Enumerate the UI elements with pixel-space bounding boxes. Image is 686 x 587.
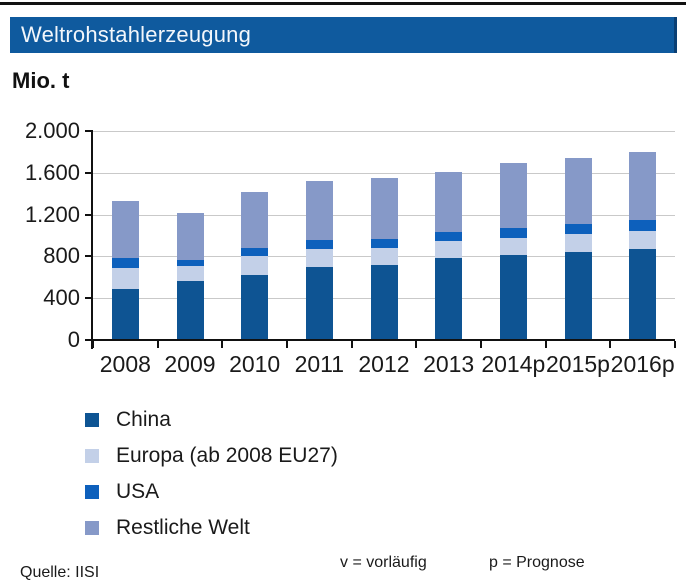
bar-segment-china-2009: [176, 280, 204, 340]
bar-segment-restliche-welt-2015p: [564, 157, 592, 224]
bar-segment-usa-2011: [305, 240, 333, 250]
bar-segment-china-2012: [370, 265, 398, 340]
bar-segment-restliche-welt-2013: [435, 171, 463, 232]
y-tick-label: 1.200: [24, 201, 80, 227]
y-axis-tick: [85, 297, 93, 300]
y-tick-label: 2.000: [24, 118, 80, 143]
bar-segment-europa-ab-2008-eu27-2009: [176, 266, 204, 281]
legend-swatch-restliche-welt: [85, 521, 99, 535]
bar-segment-china-2014p: [499, 255, 527, 340]
y-axis-unit-label: Mio. t: [12, 68, 70, 93]
bar-segment-restliche-welt-2016p: [629, 151, 657, 220]
x-axis-tick: [350, 341, 353, 348]
bar-segment-usa-2013: [435, 231, 463, 242]
y-tick-label: 800: [43, 243, 80, 269]
bar-segment-china-2016p: [629, 249, 657, 340]
bar-segment-europa-ab-2008-eu27-2014p: [499, 237, 527, 256]
legend-label-europa: Europa (ab 2008 EU27): [116, 444, 338, 467]
y-axis-tick: [85, 213, 93, 216]
x-axis-tick: [221, 341, 224, 348]
bar-segment-europa-ab-2008-eu27-2010: [241, 256, 269, 275]
bar-segment-china-2011: [305, 267, 333, 340]
bar-segment-usa-2012: [370, 238, 398, 249]
bar-segment-usa-2009: [176, 260, 204, 267]
y-tick-label: 0: [67, 327, 80, 352]
legend-item-china: China: [85, 402, 505, 438]
bar-segment-usa-2015p: [564, 224, 592, 234]
gridline: [93, 172, 675, 174]
bar-segment-usa-2008: [111, 258, 139, 268]
bar-segment-china-2015p: [564, 252, 592, 340]
bar-segment-restliche-welt-2008: [111, 201, 139, 259]
bar-segment-restliche-welt-2009: [176, 212, 204, 261]
footnote-vorlaeufig: v = vorläufig: [340, 554, 427, 571]
legend-label-usa: USA: [116, 480, 160, 503]
y-tick-label: 1.600: [24, 159, 80, 185]
x-axis-tick: [674, 341, 676, 348]
x-tick-label-2009: 2009: [164, 351, 216, 377]
bar-segment-restliche-welt-2012: [370, 178, 398, 239]
bar-segment-restliche-welt-2011: [305, 180, 333, 241]
legend-item-europa: Europa (ab 2008 EU27): [85, 438, 505, 474]
y-axis-tick: [85, 171, 93, 174]
x-axis-tick: [544, 341, 547, 348]
x-axis-line: [91, 339, 675, 341]
x-tick-label-2016p: 2016p: [610, 351, 675, 377]
top-rule: [0, 2, 686, 5]
x-tick-label-2008: 2008: [99, 351, 151, 377]
chart-title-bar: Weltrohstahlerzeugung: [10, 17, 677, 53]
bar-segment-europa-ab-2008-eu27-2012: [370, 248, 398, 266]
x-tick-label-2012: 2012: [358, 351, 410, 377]
y-axis-line: [91, 131, 93, 349]
page-title: Weltrohstahlerzeugung: [21, 22, 252, 47]
x-tick-label-2013: 2013: [423, 351, 475, 377]
x-tick-label-2011: 2011: [294, 351, 345, 377]
y-axis-tick: [85, 339, 93, 341]
bar-segment-europa-ab-2008-eu27-2011: [305, 249, 333, 268]
x-tick-label-2010: 2010: [229, 351, 281, 377]
bar-segment-china-2013: [435, 258, 463, 340]
bar-segment-usa-2016p: [629, 219, 657, 231]
bar-segment-europa-ab-2008-eu27-2016p: [629, 230, 657, 250]
y-axis-tick: [85, 255, 93, 258]
x-axis-tick: [480, 341, 482, 348]
gridline: [93, 131, 675, 132]
x-axis-tick: [92, 341, 94, 348]
bar-segment-usa-2010: [241, 248, 269, 257]
legend-swatch-china: [85, 413, 99, 427]
y-tick-label: 400: [43, 285, 80, 311]
bar-segment-europa-ab-2008-eu27-2015p: [564, 233, 592, 253]
legend-label-restliche-welt: Restliche Welt: [116, 516, 250, 539]
y-axis-tick: [85, 130, 93, 132]
chart-legend: China Europa (ab 2008 EU27) USA Restlich…: [85, 402, 505, 546]
x-axis-tick: [609, 341, 612, 348]
legend-item-usa: USA: [85, 474, 505, 510]
legend-item-restliche-welt: Restliche Welt: [85, 510, 505, 546]
source-note: Quelle: IISI: [20, 564, 100, 581]
x-axis-tick: [286, 341, 288, 348]
x-axis-tick: [156, 341, 159, 348]
x-tick-label-2015p: 2015p: [546, 351, 610, 377]
legend-swatch-europa: [85, 449, 99, 463]
bar-segment-europa-ab-2008-eu27-2013: [435, 241, 463, 259]
footnote-prognose: p = Prognose: [489, 554, 585, 571]
x-tick-label-2014p: 2014p: [481, 351, 546, 377]
bar-segment-china-2010: [241, 274, 269, 340]
legend-label-china: China: [116, 408, 171, 431]
bar-segment-europa-ab-2008-eu27-2008: [111, 267, 139, 289]
bar-segment-restliche-welt-2014p: [499, 162, 527, 229]
bar-segment-restliche-welt-2010: [241, 192, 269, 249]
bar-segment-usa-2014p: [499, 228, 527, 238]
x-axis-tick: [415, 341, 418, 348]
legend-swatch-usa: [85, 485, 99, 499]
bar-segment-china-2008: [111, 288, 139, 340]
